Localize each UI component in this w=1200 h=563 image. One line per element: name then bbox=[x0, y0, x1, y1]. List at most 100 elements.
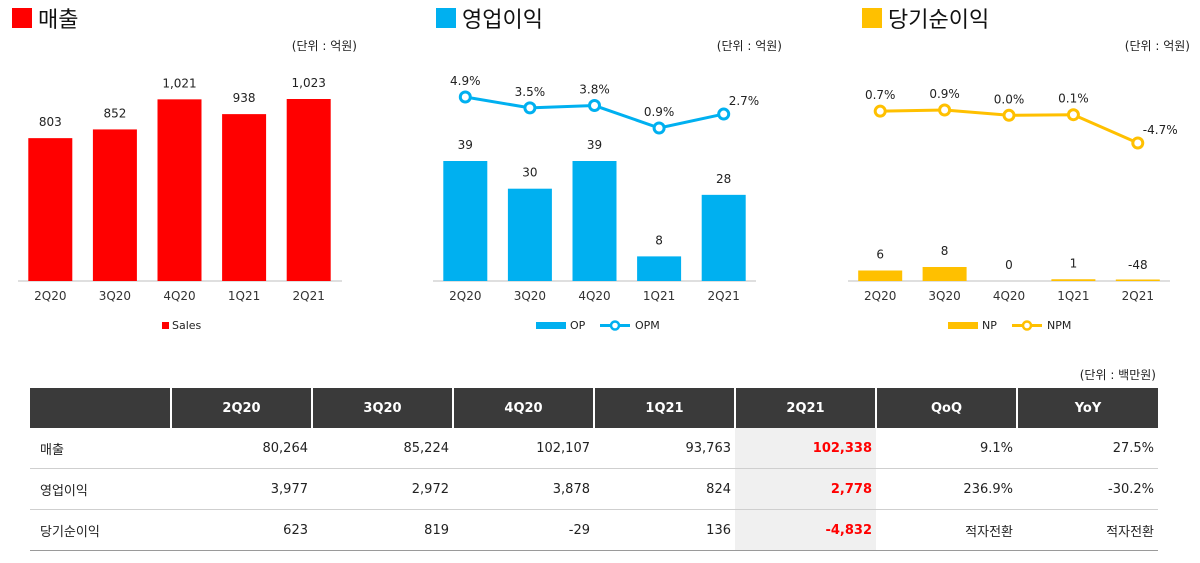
line-data-label: 3.8% bbox=[579, 83, 610, 97]
row-label: 당기순이익 bbox=[30, 509, 171, 551]
table-cell: 27.5% bbox=[1017, 428, 1158, 469]
x-tick-label: 1Q21 bbox=[228, 289, 260, 303]
legend-swatch bbox=[536, 322, 566, 329]
chart-unit-label: (단위 : 억원) bbox=[717, 39, 782, 53]
table-cell: 적자전환 bbox=[1017, 509, 1158, 551]
line-data-label: 0.0% bbox=[994, 92, 1025, 106]
table-cell: 824 bbox=[594, 468, 735, 510]
chart-title: 매출 bbox=[38, 8, 78, 33]
legend-label: OP bbox=[570, 319, 586, 332]
x-tick-label: 2Q20 bbox=[449, 289, 481, 303]
table-cell: 2,972 bbox=[312, 468, 453, 510]
bar bbox=[443, 161, 488, 281]
table-cell: 85,224 bbox=[312, 428, 453, 469]
table-cell: 80,264 bbox=[171, 428, 312, 469]
line-data-label: 0.9% bbox=[929, 87, 960, 101]
line-point bbox=[1131, 136, 1145, 150]
line-data-label: 0.7% bbox=[865, 88, 896, 102]
x-tick-label: 1Q21 bbox=[1057, 289, 1089, 303]
bar-data-label: 1,023 bbox=[292, 76, 326, 90]
bar-data-label: 30 bbox=[522, 166, 537, 180]
table-cell: 3,977 bbox=[171, 468, 312, 510]
line-data-label: 0.1% bbox=[1058, 92, 1089, 106]
financial-table-section: (단위 : 백만원) 2Q20 3Q20 4Q20 1Q21 2Q21 QoQ … bbox=[30, 366, 1158, 551]
line-data-label: -4.7% bbox=[1143, 123, 1178, 137]
table-cell: 102,107 bbox=[453, 428, 594, 469]
line-point bbox=[588, 99, 601, 113]
line-point bbox=[652, 121, 666, 135]
table-header-cell: QoQ bbox=[875, 388, 1017, 428]
line-point bbox=[717, 107, 731, 121]
table-row: 당기순이익 623 819 -29 136 -4,832 적자전환 적자전환 bbox=[30, 509, 1158, 551]
x-tick-label: 2Q21 bbox=[708, 289, 740, 303]
bar-data-label: 852 bbox=[103, 106, 126, 120]
x-tick-label: 2Q20 bbox=[864, 289, 896, 303]
bar bbox=[1051, 279, 1096, 281]
bar-data-label: -48 bbox=[1128, 258, 1148, 272]
title-square-icon bbox=[862, 8, 882, 28]
table-unit-label: (단위 : 백만원) bbox=[1079, 368, 1156, 382]
x-tick-label: 2Q21 bbox=[293, 289, 325, 303]
legend-marker bbox=[609, 320, 621, 331]
bar-data-label: 28 bbox=[716, 172, 731, 186]
x-tick-label: 2Q20 bbox=[34, 289, 66, 303]
table-header-cell: 3Q20 bbox=[311, 388, 453, 428]
chart-unit-label: (단위 : 억원) bbox=[1125, 39, 1190, 53]
row-label: 매출 bbox=[30, 428, 171, 469]
table-header-row: 2Q20 3Q20 4Q20 1Q21 2Q21 QoQ YoY bbox=[30, 388, 1158, 428]
x-tick-label: 4Q20 bbox=[578, 289, 610, 303]
bar bbox=[157, 99, 202, 281]
bar-data-label: 1,021 bbox=[162, 76, 196, 90]
line-point bbox=[938, 103, 952, 117]
table-header-cell: 2Q20 bbox=[170, 388, 312, 428]
title-square-icon bbox=[436, 8, 456, 28]
legend-swatch bbox=[162, 322, 169, 329]
financial-table: 2Q20 3Q20 4Q20 1Q21 2Q21 QoQ YoY 매출 80,2… bbox=[30, 388, 1158, 551]
bar-data-label: 1 bbox=[1070, 256, 1078, 270]
table-cell-highlight: 102,338 bbox=[735, 428, 876, 469]
line-data-label: 0.9% bbox=[644, 105, 675, 119]
bar-data-label: 8 bbox=[655, 233, 663, 247]
line-data-label: 4.9% bbox=[450, 74, 481, 88]
title-square-icon bbox=[12, 8, 32, 28]
legend-marker bbox=[1021, 320, 1033, 331]
table-cell: 819 bbox=[312, 509, 453, 551]
bar-data-label: 803 bbox=[39, 115, 62, 129]
x-tick-label: 4Q20 bbox=[993, 289, 1025, 303]
bar-data-label: 6 bbox=[876, 248, 884, 262]
bar bbox=[507, 188, 552, 281]
table-row: 매출 80,264 85,224 102,107 93,763 102,338 … bbox=[30, 428, 1158, 469]
legend-label: NPM bbox=[1047, 319, 1071, 332]
table-header-cell: 4Q20 bbox=[452, 388, 594, 428]
legend-swatch bbox=[948, 322, 978, 329]
table-cell-highlight: -4,832 bbox=[735, 509, 876, 551]
x-tick-label: 2Q21 bbox=[1122, 289, 1154, 303]
table-cell: -30.2% bbox=[1017, 468, 1158, 510]
bar bbox=[922, 267, 967, 281]
x-tick-label: 3Q20 bbox=[928, 289, 960, 303]
x-tick-label: 4Q20 bbox=[163, 289, 195, 303]
bar bbox=[28, 138, 73, 281]
line-point bbox=[873, 104, 887, 118]
x-tick-label: 1Q21 bbox=[643, 289, 675, 303]
table-cell: 623 bbox=[171, 509, 312, 551]
table-cell-highlight: 2,778 bbox=[735, 468, 876, 510]
table-cell: 3,878 bbox=[453, 468, 594, 510]
chart-unit-label: (단위 : 억원) bbox=[292, 39, 357, 53]
table-header-cell: 2Q21 bbox=[734, 388, 876, 428]
table-cell: 적자전환 bbox=[876, 509, 1017, 551]
bar-data-label: 8 bbox=[941, 244, 949, 258]
table-header-cell: YoY bbox=[1016, 388, 1158, 428]
line-data-label: 2.7% bbox=[729, 94, 760, 108]
line-point bbox=[1002, 108, 1016, 122]
bar bbox=[92, 129, 137, 281]
line-point bbox=[523, 101, 537, 115]
table-cell: 93,763 bbox=[594, 428, 735, 469]
bar-data-label: 39 bbox=[458, 138, 473, 152]
table-cell: 136 bbox=[594, 509, 735, 551]
chart-title: 영업이익 bbox=[462, 8, 543, 33]
table-cell: -29 bbox=[453, 509, 594, 551]
bar-data-label: 39 bbox=[587, 138, 602, 152]
charts-area: 매출 (단위 : 억원) 2Q20 3Q20 4Q20 1Q21 2Q21 803 852 1,0… bbox=[12, 8, 1190, 332]
table-cell: 236.9% bbox=[876, 468, 1017, 510]
